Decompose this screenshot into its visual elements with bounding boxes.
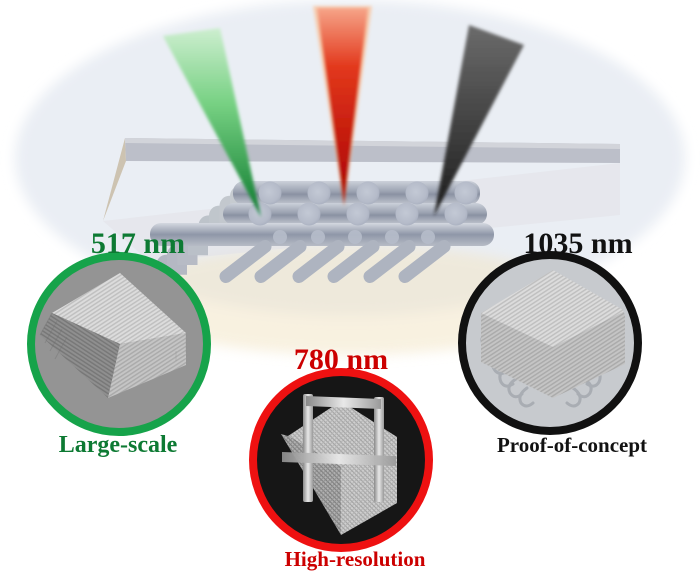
svg-text:Large-scale: Large-scale: [59, 432, 178, 458]
svg-text:Proof-of-concept: Proof-of-concept: [497, 433, 647, 457]
svg-text:1035 nm: 1035 nm: [523, 227, 632, 260]
svg-text:High-resolution: High-resolution: [285, 547, 426, 571]
svg-text:780 nm: 780 nm: [294, 343, 388, 376]
svg-text:517 nm: 517 nm: [91, 227, 185, 260]
